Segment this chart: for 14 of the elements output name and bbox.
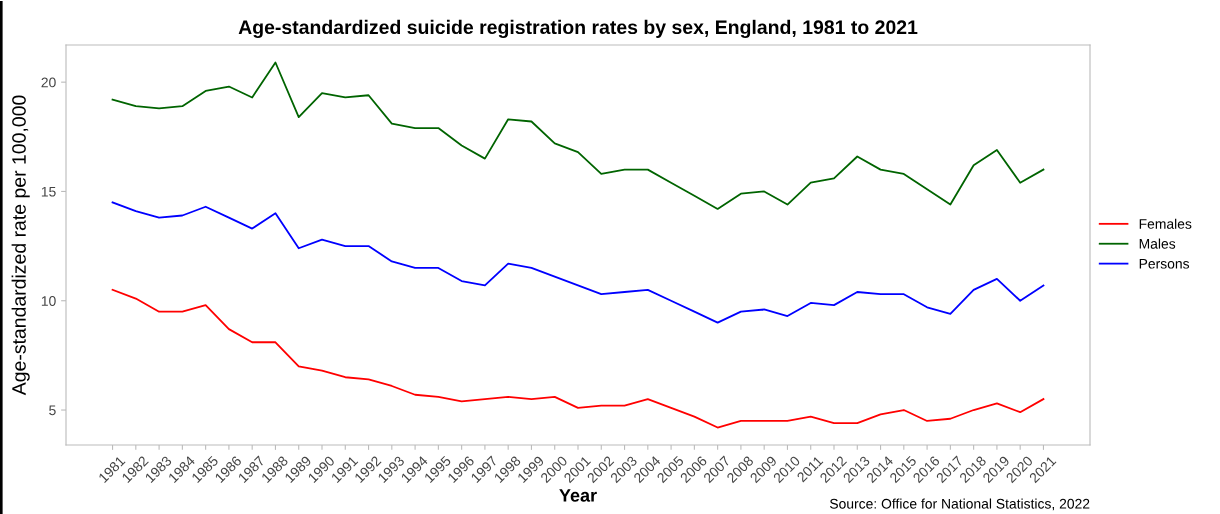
y-axis-title: Age-standardized rate per 100,000 bbox=[11, 95, 30, 396]
chart-title: Age-standardized suicide registration rates by sex, England, 1981 to 2021 bbox=[238, 19, 918, 39]
legend-label: Males bbox=[1139, 238, 1176, 249]
y-tick-label: 5 bbox=[49, 405, 56, 416]
legend-label: Females bbox=[1139, 218, 1192, 229]
x-axis-title: Year bbox=[559, 489, 597, 502]
line-series bbox=[111, 201, 1045, 324]
y-tick-label: 10 bbox=[41, 296, 56, 306]
line-series bbox=[111, 288, 1045, 429]
y-tick-label: 20 bbox=[41, 77, 56, 88]
y-tick-label: 15 bbox=[41, 186, 56, 197]
line-series bbox=[111, 61, 1045, 210]
legend-label: Persons bbox=[1139, 258, 1190, 269]
source-note: Source: Office for National Statistics, 2022 bbox=[829, 498, 1090, 511]
